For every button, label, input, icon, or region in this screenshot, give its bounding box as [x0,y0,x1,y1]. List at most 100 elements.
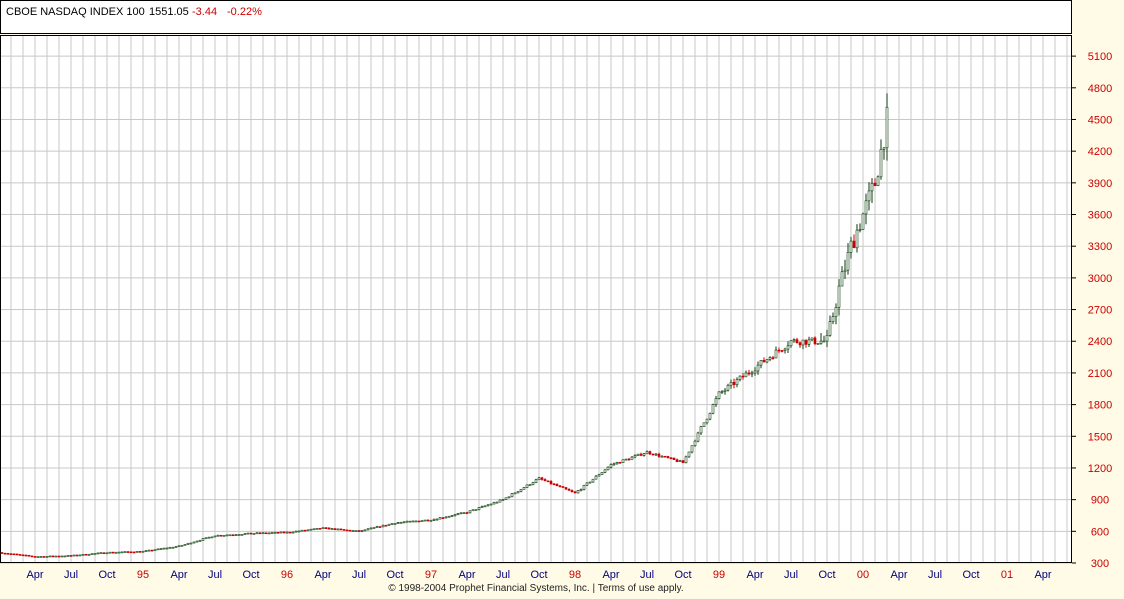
candle-body [558,485,562,488]
candle-body [279,531,283,534]
candle-body [606,466,610,471]
candle-body [273,531,277,534]
candle-body [441,517,445,519]
candle-body [165,547,169,550]
candle-body [219,534,223,537]
y-tick-label: 2400 [1088,336,1112,348]
candle-body [825,335,829,342]
y-tick-label: 3600 [1088,210,1112,222]
candle-body [102,552,106,554]
x-tick-label: Apr [314,569,331,581]
terms-link[interactable]: Terms of use apply. [597,583,684,594]
candle-body [18,554,22,556]
candle-body [600,472,604,476]
candle-body [474,509,478,511]
candle-body [105,552,109,555]
x-tick-label: Apr [26,569,43,581]
candle-body [432,518,436,521]
candle-body [417,520,421,523]
y-tick-label: 1800 [1088,400,1112,412]
candle-body [45,556,49,558]
candle-body [531,482,535,485]
candle-body [681,460,685,464]
candle-body [21,554,25,557]
candle-body [99,552,103,554]
candle-body [663,455,667,458]
candle-body [57,555,61,558]
candle-body [528,484,532,486]
candle-body [459,512,463,515]
candle-body [372,527,376,529]
x-tick-label: Oct [530,569,547,581]
candle-body [420,520,424,522]
candle-body [258,532,262,535]
candle-body [798,342,802,346]
candle-body [351,530,355,532]
candle-body [78,554,82,557]
candle-body [804,339,808,345]
candle-body [90,553,94,555]
candlestick-chart[interactable]: 300 600 900 1200 1500 1800 2100 2400 2700 3000 330… [0,0,1124,583]
candle-body [255,532,259,535]
candle-body [375,526,379,528]
candle-body [345,529,349,532]
candle-body [84,553,88,556]
candle-body [156,548,160,551]
candle-body [741,375,745,378]
candle-body [819,340,823,344]
candle-body [483,505,487,508]
candle-body [96,552,100,555]
candle-body [261,532,265,535]
x-tick-label: Apr [170,569,187,581]
candle-body [870,183,874,192]
candle-body [336,528,340,531]
candle-body [111,551,115,554]
candle-body [786,345,790,350]
candle-body [789,340,793,347]
candle-body [744,372,748,378]
candle-body [468,510,472,514]
y-tick-label: 3900 [1088,178,1112,190]
candle-body [321,527,325,529]
candle-body [498,499,502,503]
candle-body [42,556,46,558]
candle-body [852,240,856,249]
candle-body [300,529,304,532]
candle-body [27,555,31,557]
last-price: 1551.05 [149,6,189,18]
price-change-percent: -0.22% [227,6,262,18]
candle-body [69,555,73,557]
candle-body [696,432,700,442]
candle-body [732,381,736,385]
candle-body [522,487,526,490]
candle-body [486,504,490,507]
candle-body [297,530,301,533]
candle-body [540,477,544,480]
y-tick-label: 3000 [1088,273,1112,285]
candle-body [780,350,784,352]
candle-body [171,546,175,549]
candle-body [312,528,316,531]
candle-body [54,555,58,558]
candle-body [30,555,34,558]
candle-body [306,529,310,532]
candle-body [168,547,172,549]
candle-body [429,520,433,522]
candle-body [222,534,226,537]
candle-body [471,509,475,512]
candle-body [426,519,430,522]
candle-body [285,531,289,534]
y-tick-label: 1500 [1088,431,1112,443]
candle-body [576,490,580,494]
candle-body [315,528,319,530]
candle-body [264,532,268,535]
candle-body [129,551,133,554]
x-tick-label: Jul [784,569,798,581]
candle-body [252,533,256,535]
candle-body [570,490,574,492]
y-tick-label: 4800 [1088,83,1112,95]
candle-body [450,515,454,518]
candle-body [237,534,241,536]
candle-body [792,339,796,342]
candle-body [501,499,505,501]
